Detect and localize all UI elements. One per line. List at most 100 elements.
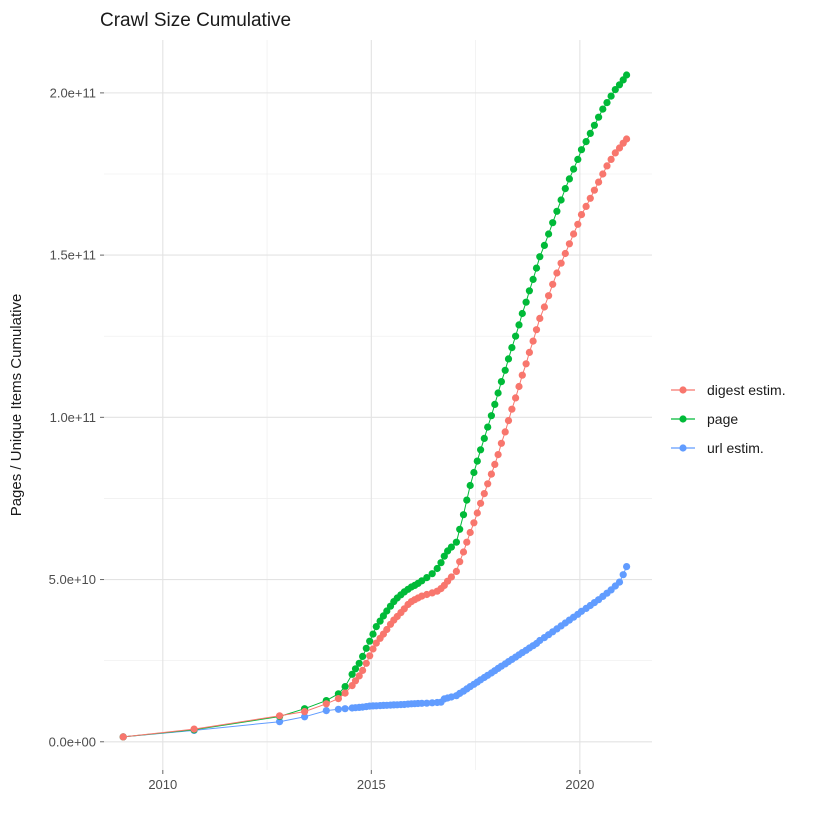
data-point-digest-estim- <box>570 230 578 238</box>
data-point-digest-estim- <box>366 652 374 660</box>
data-point-page <box>433 564 441 573</box>
data-point-page <box>522 298 530 306</box>
data-point-page <box>487 412 495 420</box>
data-point-url-estim- <box>619 571 627 579</box>
data-point-digest-estim- <box>607 155 615 163</box>
data-point-digest-estim- <box>480 490 488 498</box>
data-point-page <box>615 81 624 89</box>
data-point-page <box>577 146 586 154</box>
y-tick-label: 2.0e+11 <box>50 85 96 100</box>
y-tick-label: 1.5e+11 <box>50 248 96 263</box>
data-point-page <box>497 378 505 386</box>
data-point-page <box>470 468 478 477</box>
data-point-digest-estim- <box>383 625 391 634</box>
data-point-page <box>447 543 455 551</box>
data-point-digest-estim- <box>477 499 485 507</box>
legend-key-page-icon <box>671 414 695 423</box>
legend-label-digest-estim: digest estim. <box>707 381 786 398</box>
data-series-layer <box>119 71 631 741</box>
data-point-digest-estim- <box>491 460 499 468</box>
data-point-page <box>590 121 599 129</box>
data-point-digest-estim- <box>497 439 505 447</box>
data-point-digest-estim- <box>301 708 309 716</box>
legend-label-page: page <box>707 410 739 427</box>
data-point-page <box>359 652 367 661</box>
data-point-page <box>376 617 384 625</box>
data-point-url-estim- <box>276 718 284 726</box>
data-point-page <box>484 423 492 431</box>
data-point-page <box>595 113 603 121</box>
data-point-page <box>540 241 549 249</box>
data-point-page <box>351 665 360 673</box>
data-point-url-estim- <box>418 699 426 707</box>
data-point-digest-estim- <box>119 733 127 741</box>
data-point-page <box>623 71 631 79</box>
data-point-digest-estim- <box>359 666 367 675</box>
data-point-url-estim- <box>334 705 342 713</box>
legend: digest estim. page url estim. <box>670 375 786 462</box>
data-point-digest-estim- <box>565 240 574 248</box>
data-point-page <box>440 552 448 560</box>
data-point-page <box>518 309 526 318</box>
data-point-digest-estim- <box>508 405 516 413</box>
legend-item-url-estim[interactable]: url estim. <box>670 433 786 462</box>
data-point-digest-estim- <box>466 528 474 537</box>
data-point-page <box>355 659 363 667</box>
data-point-digest-estim- <box>362 659 370 667</box>
data-point-page <box>369 630 377 638</box>
legend-item-page[interactable]: page <box>670 404 786 433</box>
data-point-page <box>603 99 611 107</box>
data-point-page <box>545 230 553 238</box>
data-point-page <box>549 219 557 227</box>
data-point-page <box>565 175 574 183</box>
data-point-page <box>477 446 485 454</box>
data-point-page <box>574 155 582 163</box>
data-point-url-estim- <box>623 563 631 571</box>
data-point-digest-estim- <box>518 371 526 379</box>
data-point-page <box>348 670 356 678</box>
minor-gridlines <box>104 40 652 770</box>
data-point-page <box>504 355 513 363</box>
data-point-digest-estim- <box>447 573 455 581</box>
y-axis-title: Pages / Unique Items Cumulative <box>8 294 25 517</box>
data-point-digest-estim- <box>470 519 478 527</box>
data-point-page <box>341 683 349 691</box>
data-point-page <box>536 253 544 261</box>
data-point-digest-estim- <box>484 480 492 488</box>
data-point-digest-estim- <box>473 509 481 517</box>
data-point-digest-estim- <box>549 280 557 288</box>
data-point-digest-estim- <box>463 538 471 546</box>
data-point-digest-estim- <box>595 178 603 186</box>
data-point-digest-estim- <box>577 211 586 219</box>
data-point-page <box>607 92 615 100</box>
data-point-url-estim- <box>615 578 624 586</box>
data-point-digest-estim- <box>561 249 569 258</box>
axis-tick-labels: 2010 2015 2020 0.0e+00 5.0e+10 1.0e+11 1.5e+11… <box>49 85 595 792</box>
data-point-digest-estim- <box>372 639 380 647</box>
data-point-page <box>428 570 436 578</box>
data-point-page <box>561 185 569 193</box>
data-point-page <box>459 511 468 519</box>
data-point-digest-estim- <box>623 135 631 143</box>
data-point-digest-estim- <box>553 269 561 277</box>
data-point-page <box>494 389 502 397</box>
data-point-page <box>529 275 537 283</box>
data-point-page <box>452 538 460 546</box>
legend-item-digest-estim[interactable]: digest estim. <box>670 375 786 404</box>
data-point-digest-estim- <box>334 695 342 703</box>
data-point-digest-estim- <box>487 470 495 478</box>
data-point-page <box>366 637 374 645</box>
data-point-digest-estim- <box>504 417 513 425</box>
axis-ticks <box>100 92 581 774</box>
data-point-digest-estim- <box>582 202 590 210</box>
data-point-page <box>611 86 619 94</box>
data-point-page <box>491 400 499 408</box>
data-point-page <box>515 321 523 329</box>
data-point-page <box>557 196 565 204</box>
data-point-digest-estim- <box>529 337 537 345</box>
data-point-page <box>570 165 578 173</box>
data-point-digest-estim- <box>276 712 284 720</box>
data-point-digest-estim- <box>190 725 198 733</box>
data-point-digest-estim- <box>351 677 360 685</box>
